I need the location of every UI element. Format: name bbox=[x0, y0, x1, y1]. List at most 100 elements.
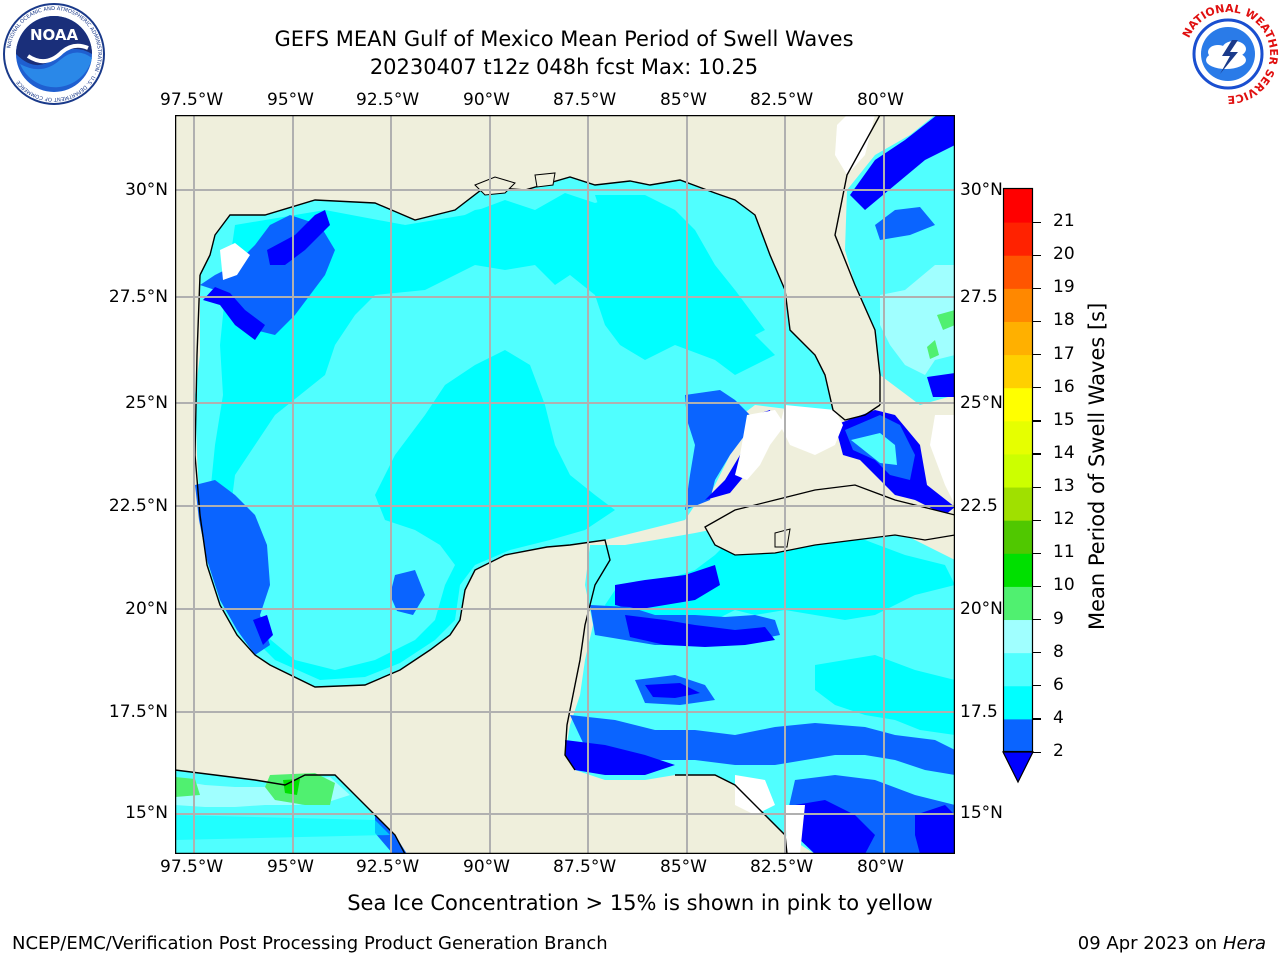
lon-label-top-1: 95°W bbox=[267, 90, 314, 110]
graticule bbox=[175, 115, 955, 854]
colorbar-tick-mark bbox=[1033, 221, 1041, 223]
colorbar-tick-label: 4 bbox=[1053, 707, 1064, 728]
colorbar-band bbox=[1004, 553, 1032, 587]
colorbar-tick-mark bbox=[1033, 585, 1041, 588]
colorbar-tick-mark bbox=[1033, 320, 1041, 323]
colorbar-tick-label: 20 bbox=[1053, 244, 1075, 265]
map-title: GEFS MEAN Gulf of Mexico Mean Period of … bbox=[274, 27, 854, 51]
colorbar-tick-label: 6 bbox=[1053, 674, 1064, 695]
noaa-logo: NOAA NATIONAL OCEANIC AND ATMOSPHERIC AD… bbox=[3, 3, 105, 105]
lat-label-left-4: 20°N bbox=[125, 599, 168, 619]
colorbar-tick-label: 8 bbox=[1053, 641, 1064, 662]
nws-logo: NATIONAL WEATHER SERVICE bbox=[1178, 2, 1280, 106]
colorbar-band bbox=[1004, 453, 1032, 488]
lat-label-right-4: 20°N bbox=[960, 599, 1003, 619]
colorbar-tick-label: 13 bbox=[1053, 476, 1075, 497]
map-panel bbox=[175, 115, 955, 854]
lat-label-right-0: 30°N bbox=[960, 180, 1003, 200]
colorbar-band bbox=[1004, 487, 1032, 521]
lon-label-bottom-2: 92.5°W bbox=[356, 857, 420, 877]
colorbar-band bbox=[1004, 520, 1032, 554]
colorbar-tick-mark bbox=[1033, 519, 1041, 521]
colorbar-band bbox=[1004, 619, 1032, 654]
colorbar-band bbox=[1004, 420, 1032, 455]
lat-label-right-1: 27.5 bbox=[960, 287, 998, 307]
lon-label-bottom-6: 82.5°W bbox=[750, 857, 814, 877]
colorbar-tick-label: 2 bbox=[1053, 741, 1064, 761]
colorbar-tick-label: 19 bbox=[1053, 277, 1075, 298]
footer-host: Hera bbox=[1222, 933, 1266, 954]
colorbar-band bbox=[1004, 718, 1032, 753]
lat-label-left-6: 15°N bbox=[125, 803, 168, 823]
florida-coastline bbox=[834, 115, 881, 405]
lat-label-right-2: 25°N bbox=[960, 393, 1003, 413]
lon-label-top-0: 97.5°W bbox=[160, 90, 224, 110]
colorbar-tick-mark bbox=[1033, 552, 1041, 554]
colorbar bbox=[1002, 187, 1034, 784]
noaa-logo-text: NOAA bbox=[30, 26, 79, 44]
colorbar-under-extend bbox=[1002, 751, 1034, 784]
lat-label-right-6: 15°N bbox=[960, 803, 1003, 823]
lat-label-left-3: 22.5°N bbox=[108, 496, 168, 516]
colorbar-tick-mark bbox=[1033, 453, 1041, 455]
footer-date-text: 09 Apr 2023 on bbox=[1077, 933, 1223, 954]
colorbar-tick-mark bbox=[1033, 420, 1041, 422]
colorbar-label: Mean Period of Swell Waves [s] bbox=[1085, 302, 1109, 630]
colorbar-tick-label: 16 bbox=[1053, 376, 1075, 397]
lat-label-right-3: 22.5 bbox=[960, 496, 998, 516]
lat-label-left-2: 25°N bbox=[125, 393, 168, 413]
colorbar-tick-label: 12 bbox=[1053, 509, 1075, 530]
colorbar-tick-label: 18 bbox=[1053, 310, 1075, 331]
colorbar-band bbox=[1004, 586, 1032, 621]
lon-label-bottom-5: 85°W bbox=[660, 857, 707, 877]
colorbar-tick-mark bbox=[1033, 685, 1041, 687]
colorbar-tick-mark bbox=[1033, 619, 1041, 621]
lon-label-bottom-3: 90°W bbox=[463, 857, 510, 877]
colorbar-tick-label: 14 bbox=[1053, 442, 1075, 463]
colorbar-tick-label: 17 bbox=[1053, 343, 1075, 364]
lon-label-bottom-1: 95°W bbox=[267, 857, 314, 877]
gulf-coastline bbox=[199, 176, 881, 421]
colorbar-band bbox=[1004, 685, 1032, 720]
lon-label-bottom-0: 97.5°W bbox=[160, 857, 224, 877]
colorbar-band bbox=[1004, 255, 1032, 289]
cuba-island bbox=[704, 484, 955, 556]
colorbar-tick-mark bbox=[1033, 652, 1041, 654]
lon-label-top-7: 80°W bbox=[857, 90, 904, 110]
sea-ice-note: Sea Ice Concentration > 15% is shown in … bbox=[347, 891, 933, 915]
lon-label-top-3: 90°W bbox=[463, 90, 510, 110]
colorbar-band bbox=[1004, 288, 1032, 322]
footer-date: 09 Apr 2023 on Hera bbox=[1078, 933, 1266, 954]
colorbar-tick-label: 21 bbox=[1053, 211, 1075, 232]
colorbar-tick-label: 10 bbox=[1053, 575, 1075, 596]
colorbar-tick-mark bbox=[1033, 486, 1041, 488]
pacific-coastline bbox=[175, 769, 406, 854]
colorbar-tick-label: 11 bbox=[1053, 542, 1075, 563]
colorbar-band bbox=[1004, 652, 1032, 687]
lon-label-bottom-4: 87.5°W bbox=[553, 857, 617, 877]
colorbar-band bbox=[1004, 222, 1032, 256]
map-frame bbox=[175, 115, 955, 854]
lat-label-left-1: 27.5°N bbox=[108, 287, 168, 307]
colorbar-band bbox=[1004, 189, 1032, 223]
lon-label-top-2: 92.5°W bbox=[356, 90, 420, 110]
lon-label-top-4: 87.5°W bbox=[553, 90, 617, 110]
lat-label-right-5: 17.5 bbox=[960, 702, 998, 722]
lat-label-left-0: 30°N bbox=[125, 180, 168, 200]
colorbar-tick-mark bbox=[1033, 751, 1041, 753]
footer-producer: NCEP/EMC/Verification Post Processing Pr… bbox=[12, 933, 608, 954]
lon-label-bottom-7: 80°W bbox=[857, 857, 904, 877]
lat-label-left-5: 17.5°N bbox=[108, 702, 168, 722]
map-subtitle: 20230407 t12z 048h fcst Max: 10.25 bbox=[369, 55, 759, 79]
colorbar-tick-label: 15 bbox=[1053, 409, 1075, 430]
mexico-coastline bbox=[194, 274, 611, 771]
lon-label-top-6: 82.5°W bbox=[750, 90, 814, 110]
colorbar-tick-mark bbox=[1033, 354, 1041, 356]
lon-label-top-5: 85°W bbox=[660, 90, 707, 110]
colorbar-tick-mark bbox=[1033, 254, 1041, 256]
colorbar-band bbox=[1004, 387, 1032, 422]
colorbar-band bbox=[1004, 321, 1032, 356]
colorbar-tick-mark bbox=[1033, 718, 1041, 720]
colorbar-tick-mark bbox=[1033, 387, 1041, 389]
colorbar-tick-label: 9 bbox=[1053, 608, 1064, 629]
